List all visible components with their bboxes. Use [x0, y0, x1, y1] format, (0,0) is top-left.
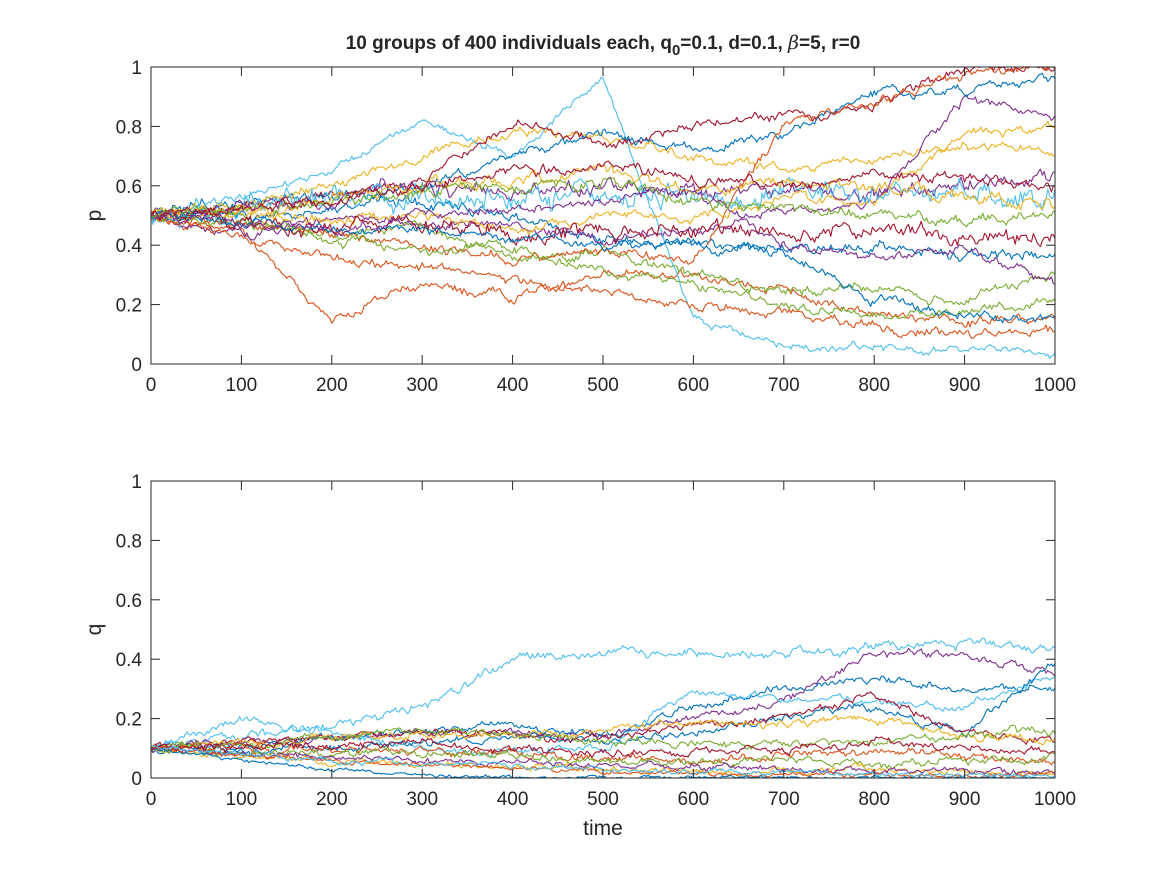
q-chart: 0 100 200 300 400 500 600 700 800 900 1000 0 0.2 0.4 0… [83, 472, 1076, 840]
q-series-line-15 [151, 736, 1055, 758]
q-xtick-label: 0 [146, 789, 157, 810]
q-xtick-label: 100 [226, 789, 258, 810]
q-ylabel: q [83, 624, 106, 636]
p-ytick-label: 0.6 [116, 177, 142, 198]
q-plot-area [151, 481, 1055, 778]
p-xtick-label: 800 [858, 375, 890, 396]
title-subscript: 0 [672, 42, 680, 59]
p-xtick-label: 200 [316, 375, 348, 396]
q-xtick-label: 300 [406, 789, 438, 810]
p-xtick-label: 400 [497, 375, 529, 396]
q-xlabel: time [583, 817, 623, 840]
q-xtick-label: 200 [316, 789, 348, 810]
p-xtick-label: 0 [146, 375, 157, 396]
p-series-line-1 [151, 189, 1055, 262]
q-xtick-label: 600 [678, 789, 710, 810]
p-ytick-label: 0.4 [116, 236, 143, 257]
q-series-line-8 [151, 724, 1055, 753]
title-text-2: =0.1, d=0.1, [680, 33, 788, 54]
q-xtick-label: 900 [949, 789, 981, 810]
q-xtick-label: 700 [768, 789, 800, 810]
q-xtick-label: 500 [587, 789, 619, 810]
p-series-line-6 [151, 77, 1055, 359]
q-series-line-6 [151, 691, 1055, 750]
p-plot-area [151, 67, 1055, 364]
p-series-group [151, 67, 1055, 359]
p-ytick-label: 0.8 [116, 117, 142, 138]
q-ytick-label: 0.8 [116, 531, 142, 552]
p-series-line-4 [151, 94, 1055, 246]
q-series-line-1 [151, 637, 1055, 753]
q-series-line-10 [151, 740, 1055, 770]
p-series-line-2 [151, 214, 1055, 328]
q-series-line-3 [151, 675, 1055, 753]
p-ytick-label: 0.2 [116, 296, 142, 317]
title-text-1: 10 groups of 400 individuals each, q [346, 33, 672, 54]
p-xtick-label: 100 [226, 375, 258, 396]
q-ytick-label: 0 [131, 769, 142, 790]
q-xtick-label: 800 [858, 789, 890, 810]
q-series-line-4 [151, 675, 1055, 758]
p-series-line-3 [151, 126, 1055, 220]
q-ytick-label: 0.6 [116, 591, 142, 612]
q-xtick-label: 1000 [1034, 789, 1076, 810]
q-ytick-label: 0.4 [116, 650, 143, 671]
q-ytick-label: 1 [131, 472, 142, 493]
p-series-line-16 [151, 214, 1055, 340]
p-series-line-10 [151, 120, 1055, 236]
p-xtick-label: 300 [406, 375, 438, 396]
p-xtick-label: 700 [768, 375, 800, 396]
p-chart: 0 100 200 300 400 500 600 700 800 900 1000 0 0.2 0.4 0… [83, 58, 1076, 396]
p-xtick-label: 600 [678, 375, 710, 396]
q-series-line-7 [151, 714, 1055, 754]
p-ytick-label: 1 [131, 58, 142, 79]
p-series-line-18 [151, 188, 1055, 285]
q-ytick-label: 0.2 [116, 710, 142, 731]
p-ytick-label: 0 [131, 355, 142, 376]
title-beta-symbol: β [787, 32, 799, 54]
p-series-line-20 [151, 160, 1055, 222]
q-xtick-label: 400 [497, 789, 529, 810]
p-series-line-19 [151, 177, 1055, 228]
p-series-line-5 [151, 211, 1055, 306]
p-series-line-14 [151, 207, 1055, 247]
p-ylabel: p [83, 210, 106, 222]
p-xtick-label: 1000 [1034, 375, 1076, 396]
q-series-line-12 [151, 745, 1055, 776]
figure-title: 10 groups of 400 individuals each, q0=0.… [346, 32, 861, 59]
q-series-line-9 [151, 741, 1055, 766]
title-text-3: =5, r=0 [799, 33, 860, 54]
p-xtick-label: 500 [587, 375, 619, 396]
p-series-line-12 [151, 211, 1055, 320]
p-xtick-label: 900 [949, 375, 981, 396]
